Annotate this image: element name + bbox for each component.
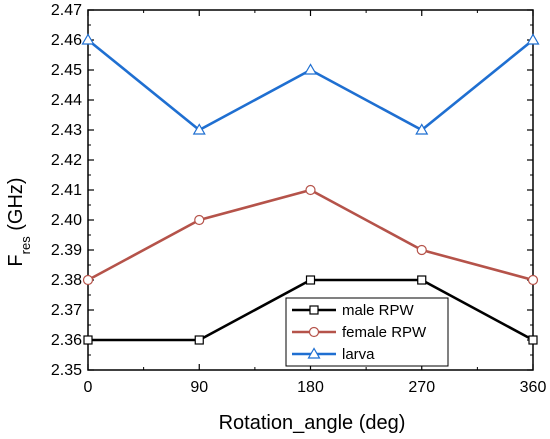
data-point [194, 335, 204, 345]
y-axis-label-main: F [5, 254, 27, 266]
legend-item: female RPW [292, 324, 427, 341]
plot-axes: 2.35 2.36 2.37 2.38 2.39 2.40 2.41 2.42 2.43 2.44… [51, 2, 547, 396]
data-point [194, 214, 205, 226]
legend-item: larva [292, 346, 375, 363]
y-axis-label-unit: (GHz) [5, 177, 27, 236]
legend-marker [309, 305, 319, 315]
data-point [303, 63, 318, 75]
series-male-rpw [83, 275, 538, 345]
series-line [87, 38, 534, 132]
legend-marker [308, 326, 320, 338]
y-tick-label: 2.42 [51, 152, 82, 169]
x-tick-label: 360 [520, 379, 547, 396]
y-tick-label: 2.43 [51, 122, 82, 139]
series-layer [81, 33, 540, 345]
data-point [528, 335, 538, 345]
x-tick-label: 270 [408, 379, 435, 396]
y-tick-label: 2.41 [51, 182, 82, 199]
y-tick-label: 2.40 [51, 212, 82, 229]
data-point [526, 33, 540, 45]
legend-label: larva [342, 346, 375, 363]
y-tick-label: 2.38 [51, 272, 82, 289]
data-point [83, 335, 93, 345]
y-tick-label: 2.36 [51, 332, 82, 349]
data-point [417, 275, 427, 285]
y-tick-label: 2.44 [51, 92, 82, 109]
data-point [527, 274, 539, 286]
x-tick-label: 90 [190, 379, 208, 396]
legend-item: male RPW [292, 302, 415, 319]
x-tick-label: 180 [297, 379, 324, 396]
y-tick-label: 2.39 [51, 242, 82, 259]
legend-marker [307, 347, 321, 359]
y-tick-label: 2.35 [51, 362, 82, 379]
legend-label: male RPW [342, 302, 415, 319]
y-axis-label-subscript: res [18, 236, 33, 255]
data-point [192, 123, 206, 135]
data-point [305, 184, 316, 196]
series-female-rpw [82, 184, 539, 286]
x-tick-label: 0 [84, 379, 93, 396]
data-point [81, 33, 95, 45]
y-axis-label: Fres (GHz) [5, 177, 33, 266]
data-point [305, 275, 316, 285]
data-point [415, 123, 429, 135]
y-tick-label: 2.46 [51, 32, 82, 49]
series-line [87, 188, 534, 282]
legend-label: female RPW [342, 324, 427, 341]
data-point [416, 244, 427, 256]
data-point [82, 274, 94, 286]
series-larva [81, 33, 540, 135]
y-tick-label: 2.47 [51, 2, 82, 19]
legend: male RPW female RPW larva [285, 297, 449, 367]
y-tick-label: 2.45 [51, 62, 82, 79]
x-axis-label: Rotation_angle (deg) [219, 412, 406, 434]
y-tick-label: 2.37 [51, 302, 82, 319]
